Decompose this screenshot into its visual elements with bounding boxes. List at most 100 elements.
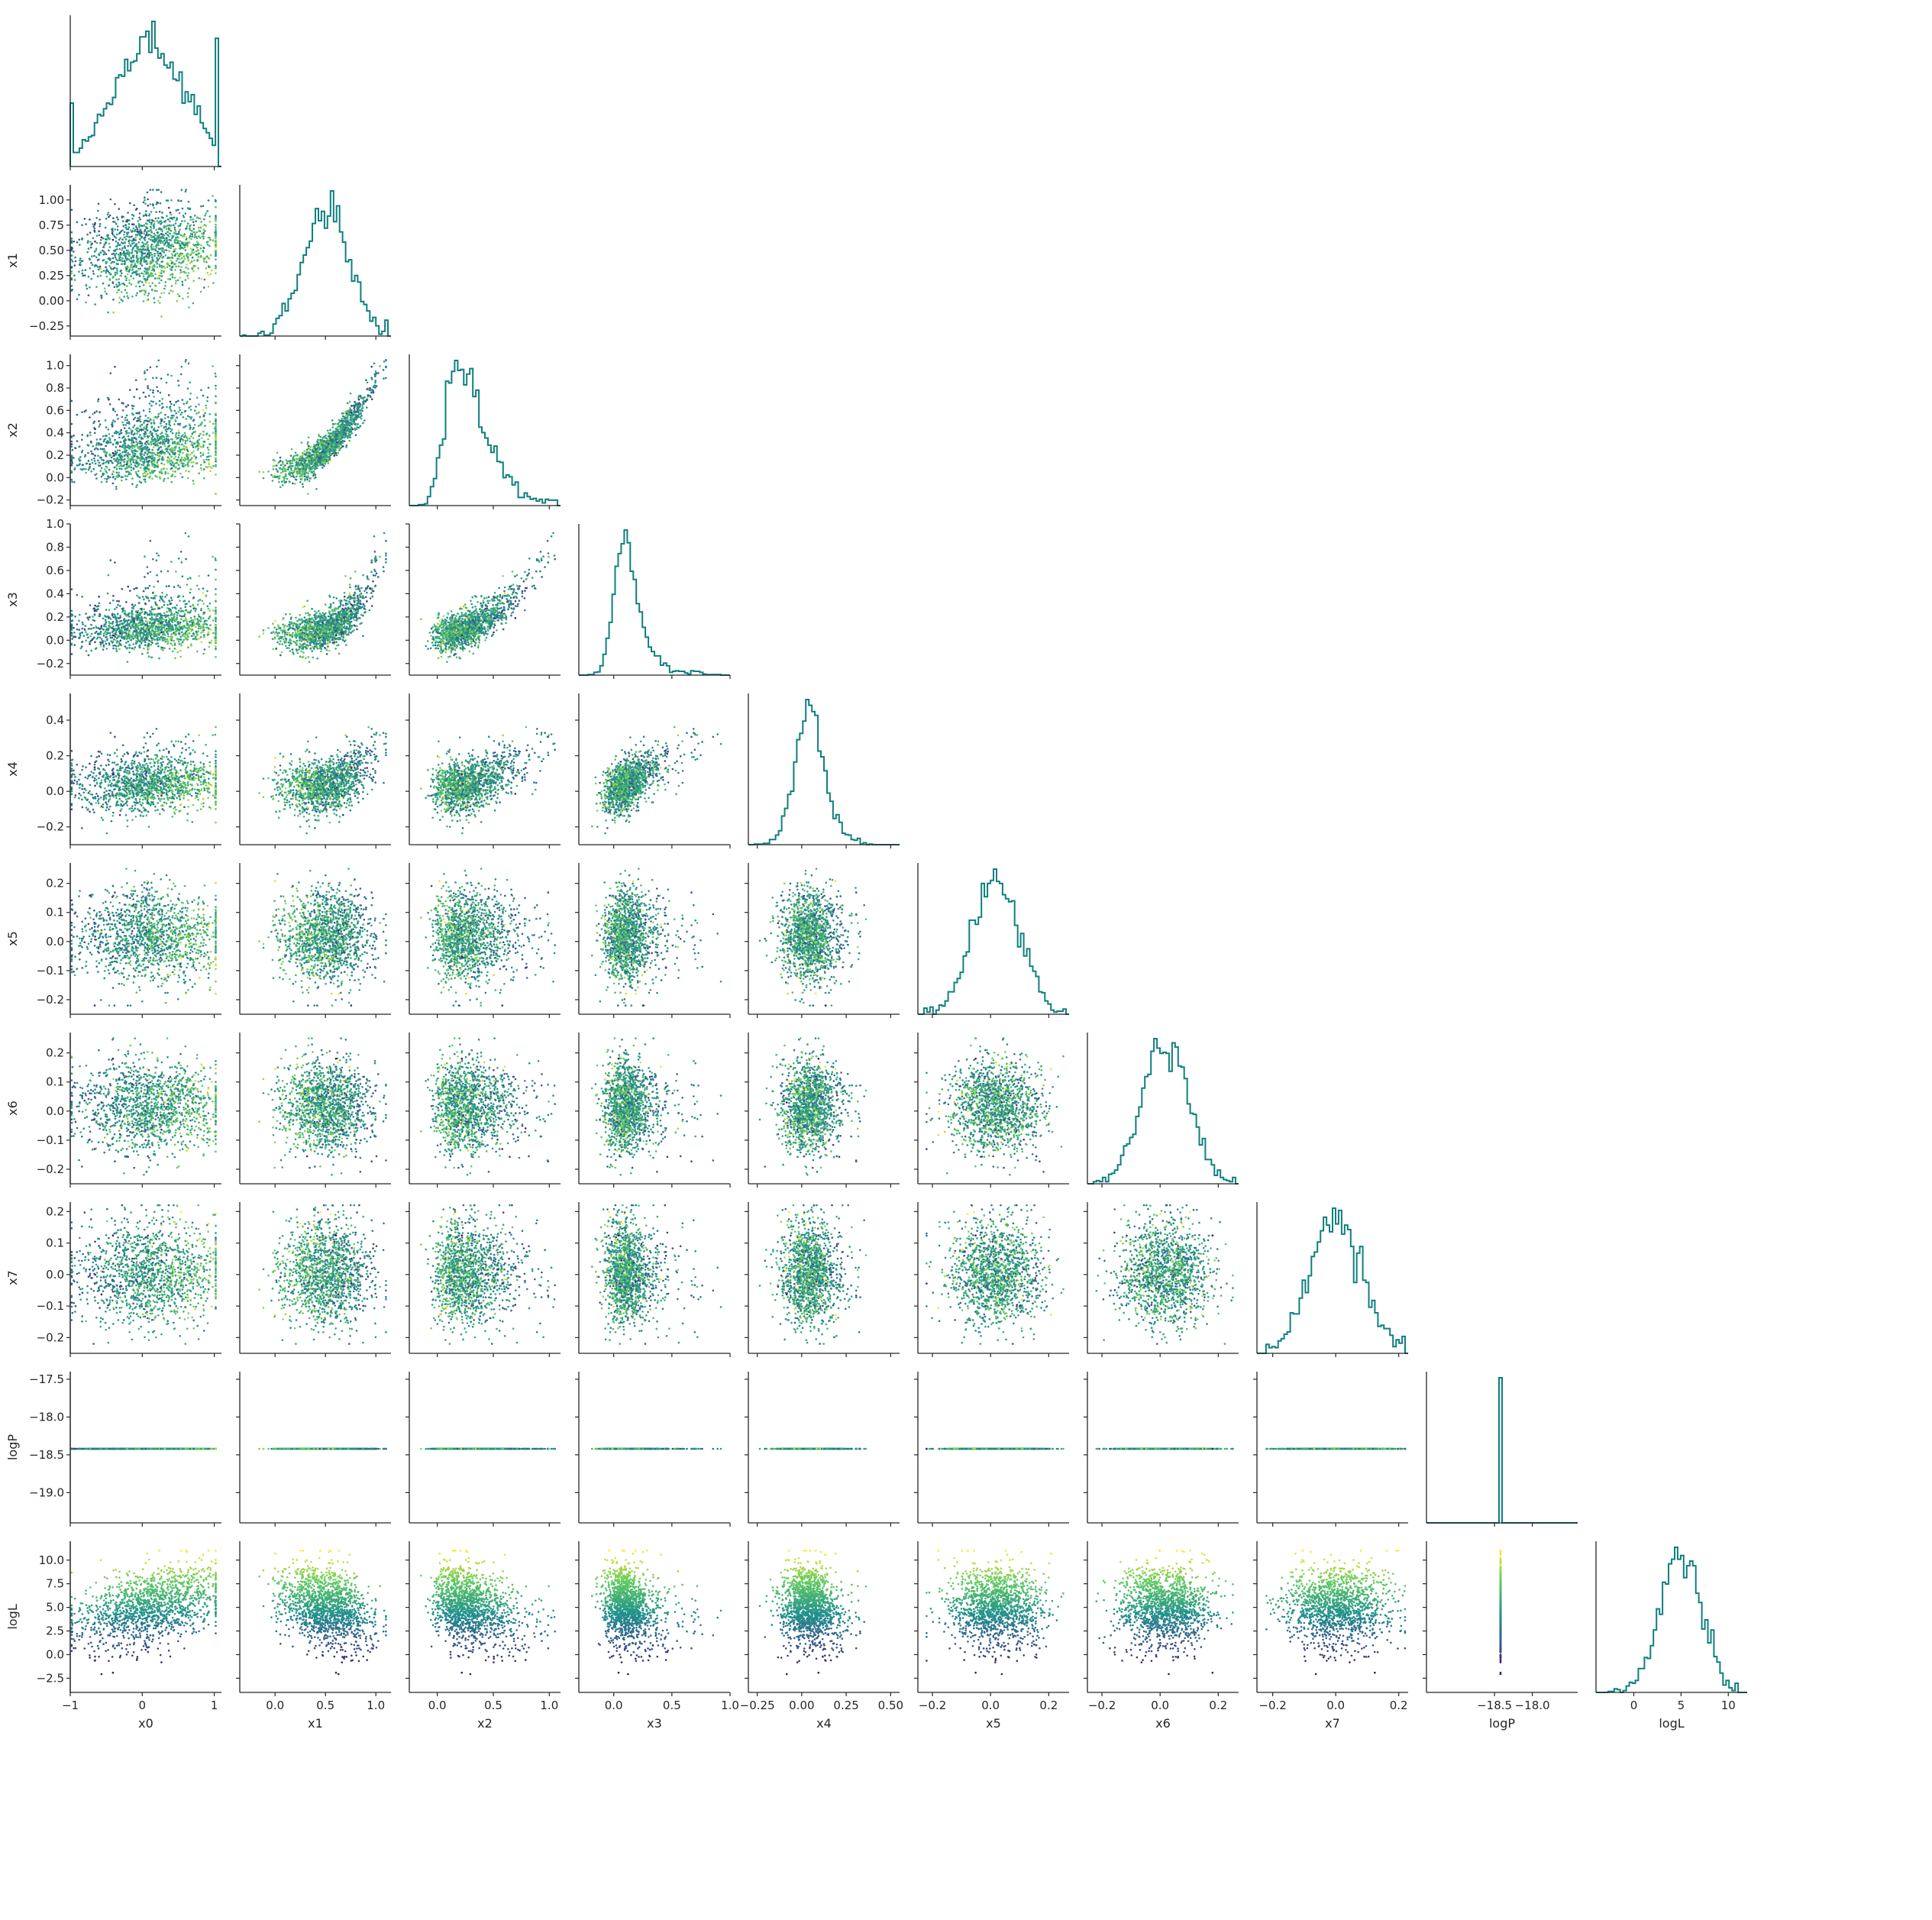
- scatter-point: [172, 276, 174, 279]
- scatter-point: [114, 254, 116, 257]
- scatter-point: [135, 208, 137, 211]
- scatter-point: [168, 246, 170, 248]
- scatter-point: [130, 257, 132, 260]
- scatter-point: [170, 214, 173, 216]
- scatter-point: [192, 280, 195, 282]
- scatter-point: [163, 256, 165, 258]
- scatter-point: [117, 218, 119, 221]
- scatter-point: [205, 256, 208, 258]
- scatter-point: [190, 238, 192, 241]
- scatter-point: [116, 270, 118, 272]
- scatter-point: [108, 250, 110, 252]
- scatter-point: [157, 300, 160, 302]
- scatter-point: [212, 282, 215, 284]
- scatter-point: [170, 212, 172, 214]
- scatter-point: [150, 285, 152, 287]
- scatter-point: [144, 239, 147, 241]
- scatter-point: [143, 273, 145, 276]
- scatter-point: [128, 242, 131, 244]
- scatter-point: [179, 295, 181, 297]
- scatter-point: [157, 267, 159, 269]
- scatter-point: [103, 270, 105, 272]
- scatter-point: [131, 283, 133, 286]
- scatter-point: [128, 223, 131, 225]
- scatter-point: [200, 244, 202, 247]
- scatter-point: [139, 212, 141, 215]
- scatter-point: [166, 215, 168, 218]
- scatter-point: [160, 273, 163, 275]
- scatter-point: [143, 215, 145, 217]
- scatter-point: [71, 285, 73, 287]
- scatter-point: [118, 278, 120, 280]
- scatter-point: [114, 203, 116, 205]
- scatter-point: [179, 276, 182, 279]
- scatter-point: [82, 270, 84, 272]
- scatter-point: [127, 273, 129, 276]
- scatter-point: [105, 218, 108, 220]
- scatter-point: [114, 228, 116, 231]
- scatter-point: [96, 235, 99, 238]
- scatter-point: [112, 312, 115, 314]
- scatter-point: [95, 257, 98, 259]
- scatter-point: [131, 296, 134, 298]
- scatter-point: [158, 228, 160, 231]
- scatter-point: [195, 220, 197, 222]
- scatter-point: [144, 224, 146, 226]
- scatter-point: [192, 266, 195, 268]
- scatter-point: [144, 293, 146, 296]
- scatter-point: [130, 229, 132, 231]
- scatter-point: [205, 212, 207, 215]
- scatter-point: [154, 234, 157, 237]
- scatter-point: [158, 282, 160, 284]
- scatter-point: [140, 280, 142, 283]
- scatter-point: [153, 246, 155, 248]
- scatter-point: [154, 273, 157, 276]
- scatter-point: [119, 237, 121, 239]
- scatter-point: [150, 211, 153, 213]
- scatter-point: [147, 223, 149, 225]
- scatter-point: [200, 291, 202, 293]
- scatter-point: [85, 223, 87, 225]
- scatter-point: [156, 203, 158, 205]
- scatter-point: [92, 238, 95, 240]
- scatter-point: [95, 248, 98, 251]
- scatter-point: [179, 228, 181, 231]
- scatter-point: [116, 216, 118, 218]
- scatter-point: [95, 286, 98, 288]
- scatter-point: [92, 223, 94, 225]
- scatter-point: [134, 237, 137, 239]
- scatter-point: [126, 292, 128, 294]
- scatter-point: [197, 267, 199, 270]
- scatter-point: [148, 238, 150, 240]
- scatter-point: [189, 229, 191, 231]
- scatter-point: [143, 276, 145, 278]
- panel-x1-vs-x0: −0.250.000.250.500.751.00x1: [5, 185, 221, 340]
- scatter-point: [160, 265, 163, 267]
- histogram-x0: [70, 21, 221, 166]
- scatter-point: [127, 245, 129, 247]
- scatter-point: [104, 287, 106, 289]
- scatter-point: [81, 225, 83, 227]
- scatter-point: [156, 237, 158, 239]
- scatter-point: [117, 242, 119, 244]
- scatter-point: [187, 222, 189, 225]
- scatter-point: [139, 275, 141, 277]
- scatter-point: [156, 202, 158, 204]
- scatter-point: [94, 251, 96, 253]
- scatter-point: [153, 255, 156, 257]
- scatter-point: [115, 245, 118, 247]
- scatter-point: [160, 293, 163, 295]
- scatter-point: [147, 192, 149, 194]
- scatter-point: [169, 265, 171, 267]
- scatter-point: [121, 238, 124, 241]
- scatter-point: [170, 199, 173, 202]
- scatter-point: [104, 290, 106, 293]
- scatter-point: [194, 215, 196, 217]
- scatter-point: [150, 226, 152, 228]
- scatter-point: [174, 227, 176, 229]
- scatter-point: [76, 298, 79, 300]
- scatter-point: [144, 289, 146, 292]
- scatter-point: [144, 270, 146, 273]
- scatter-point: [170, 274, 172, 276]
- scatter-point: [72, 260, 74, 263]
